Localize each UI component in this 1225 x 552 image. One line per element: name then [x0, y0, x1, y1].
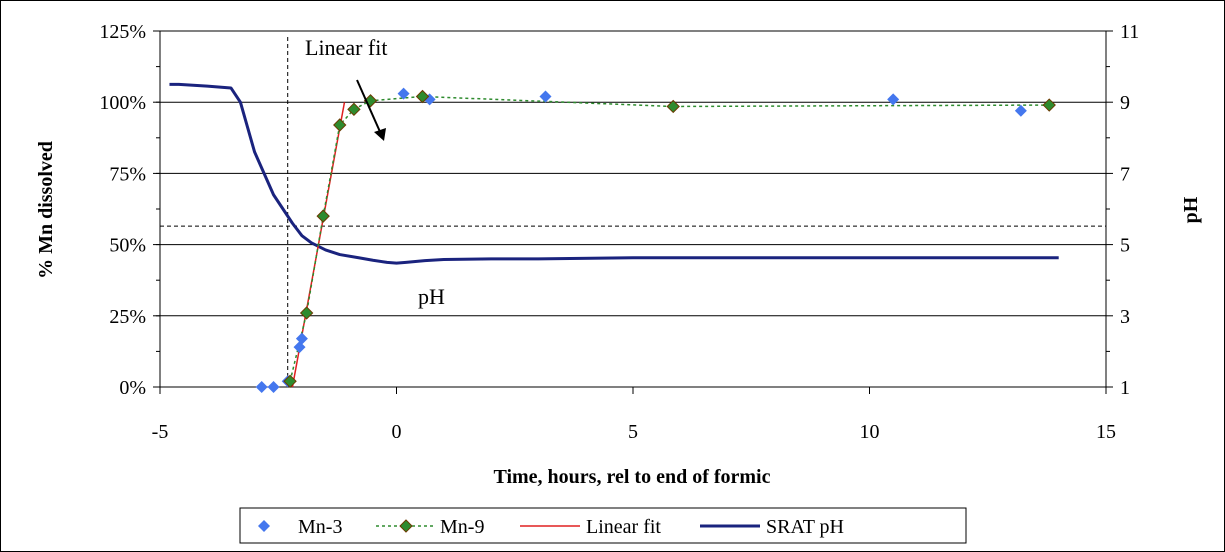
mn3-point	[397, 87, 410, 100]
mn9-point	[316, 209, 330, 223]
annotation-arrow-line	[356, 79, 382, 135]
y2-tick-label: 1	[1120, 377, 1130, 399]
mn3-point	[887, 93, 900, 106]
legend-box	[239, 507, 967, 544]
annotation-arrow-head	[374, 128, 386, 141]
mn9-point	[415, 89, 430, 104]
mn9-point	[299, 306, 314, 320]
y-tick-label: 125%	[99, 21, 146, 43]
legend: Mn-3 Mn-9 Linear fit SRAT pH	[239, 507, 967, 544]
y2-tick-label: 7	[1120, 163, 1130, 185]
mn3-point	[293, 341, 306, 354]
y2-tick-label: 3	[1120, 306, 1130, 328]
x-tick-label: 10	[860, 421, 880, 443]
srat-ph-line	[169, 82, 1059, 265]
x-tick-label: -5	[152, 421, 169, 443]
y-tick-label: 100%	[99, 92, 146, 114]
y2-tick-label: 5	[1120, 235, 1130, 257]
annotations: Linear fit pH	[305, 35, 445, 309]
mn3-point	[267, 381, 280, 393]
legend-srat-ph-label: SRAT pH	[766, 516, 844, 538]
x-axis-title: Time, hours, rel to end of formic	[493, 466, 770, 488]
y2-tick-label: 11	[1120, 21, 1139, 43]
x-tick-label: 5	[628, 421, 638, 443]
mn9-point	[333, 118, 347, 132]
legend-mn9-marker	[399, 519, 413, 533]
mn3-point	[539, 90, 552, 103]
y-axis-title: % Mn dissolved	[35, 141, 57, 279]
legend-mn3-marker	[258, 520, 270, 532]
mn3-point	[295, 332, 308, 345]
y2-tick-label: 9	[1120, 92, 1130, 114]
mn3-point	[255, 381, 268, 393]
mn9-dashed-line	[289, 95, 1050, 382]
gridlines	[160, 30, 1106, 317]
legend-mn3-label: Mn-3	[298, 516, 342, 538]
linear-fit-annotation: Linear fit	[305, 35, 387, 60]
reference-lines	[160, 37, 1106, 387]
y-tick-label: 50%	[109, 235, 146, 257]
mn9-point	[666, 99, 680, 114]
y-tick-label: 25%	[109, 306, 146, 328]
x-tick-label: 0	[392, 421, 402, 443]
mn3-point	[1014, 104, 1027, 117]
y-tick-label: 0%	[119, 377, 146, 399]
mn9-point	[1042, 98, 1056, 112]
legend-mn9-label: Mn-9	[440, 516, 484, 538]
mn9-point	[283, 374, 297, 389]
mn9-point	[347, 102, 361, 117]
y-tick-label: 75%	[109, 163, 146, 185]
y2-axis-title: pH	[1180, 196, 1202, 223]
legend-linear-fit-label: Linear fit	[586, 516, 661, 538]
axes: -5 0 5 10 15 0% 25% 50% 75% 100% 125% 1 3 5 7 9 11	[99, 21, 1139, 443]
x-tick-label: 15	[1096, 421, 1116, 443]
series-layer	[169, 82, 1059, 393]
ph-annotation: pH	[418, 284, 445, 309]
